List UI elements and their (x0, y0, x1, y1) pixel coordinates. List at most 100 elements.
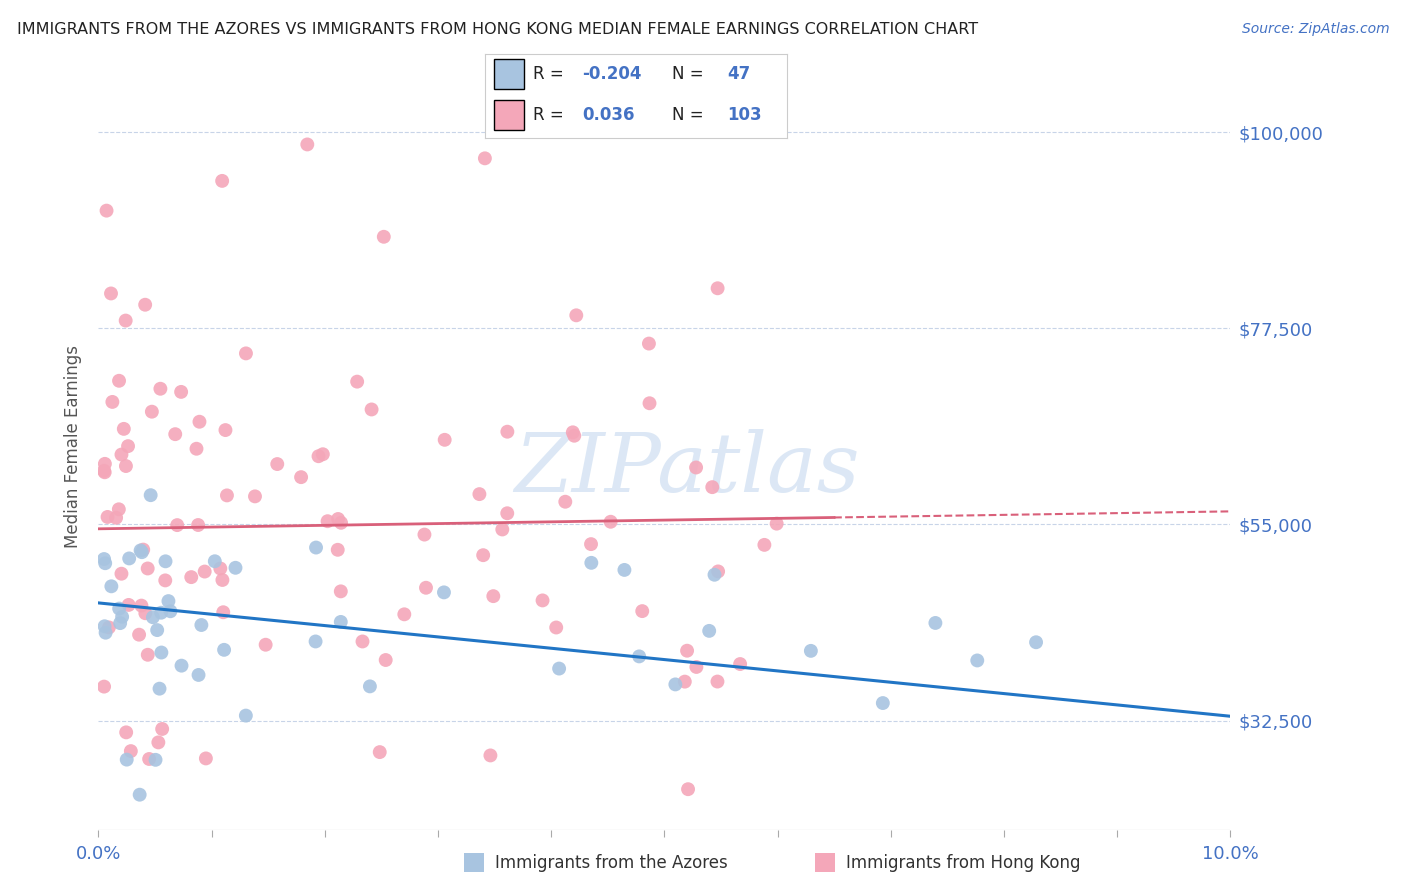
Point (703, 567, 725, 582)
Point (581, 556, 603, 570)
Point (330, 516, 353, 530)
Text: -0.204: -0.204 (582, 65, 641, 83)
Point (326, 542, 349, 557)
Point (150, 722, 173, 736)
Text: R =: R = (533, 105, 575, 123)
Text: 47: 47 (727, 65, 751, 83)
Point (211, 174, 233, 188)
Point (108, 374, 131, 388)
Text: Source: ZipAtlas.com: Source: ZipAtlas.com (1241, 22, 1389, 37)
Point (433, 433, 456, 447)
Text: Immigrants from Hong Kong: Immigrants from Hong Kong (846, 854, 1081, 871)
Text: N =: N = (672, 65, 710, 83)
Point (254, 638, 277, 652)
Text: N =: N = (672, 105, 710, 123)
Point (352, 634, 374, 648)
Point (139, 488, 162, 502)
Point (188, 415, 211, 429)
Point (765, 516, 787, 531)
Point (155, 554, 177, 568)
Text: 103: 103 (727, 105, 762, 123)
Point (97, 620, 120, 634)
Point (94, 625, 117, 640)
Point (966, 653, 988, 667)
Point (531, 593, 554, 607)
Point (108, 601, 131, 615)
Point (472, 548, 495, 562)
Point (93, 680, 115, 694)
Point (697, 624, 720, 638)
Point (685, 660, 707, 674)
Point (108, 616, 131, 631)
Point (149, 382, 172, 396)
Point (479, 748, 502, 763)
Point (599, 515, 621, 529)
Point (565, 309, 588, 323)
FancyBboxPatch shape (494, 60, 524, 89)
Point (194, 751, 217, 765)
Point (105, 510, 128, 524)
Point (433, 585, 456, 599)
Point (148, 735, 170, 749)
Point (676, 643, 699, 657)
Point (209, 561, 232, 575)
Point (482, 589, 505, 603)
Text: IMMIGRANTS FROM THE AZORES VS IMMIGRANTS FROM HONG KONG MEDIAN FEMALE EARNINGS C: IMMIGRANTS FROM THE AZORES VS IMMIGRANTS… (17, 22, 979, 37)
Point (664, 677, 686, 691)
Point (93, 464, 115, 478)
Point (368, 745, 391, 759)
Point (128, 788, 150, 802)
Text: ZIPatlas: ZIPatlas (515, 429, 859, 509)
Point (134, 606, 156, 620)
Point (800, 644, 823, 658)
Point (214, 423, 236, 437)
Point (129, 543, 152, 558)
Text: R =: R = (533, 65, 569, 83)
Point (157, 594, 180, 608)
Point (474, 152, 496, 166)
Point (706, 281, 728, 295)
Point (110, 566, 132, 581)
Point (96, 203, 118, 218)
Point (308, 449, 330, 463)
Point (170, 384, 193, 399)
Point (111, 609, 134, 624)
Point (266, 457, 288, 471)
Point (326, 512, 349, 526)
Point (94, 556, 117, 570)
Point (118, 598, 141, 612)
Point (413, 527, 436, 541)
Point (110, 448, 132, 462)
Point (155, 574, 177, 588)
Point (100, 579, 122, 593)
Point (316, 514, 339, 528)
Point (329, 584, 352, 599)
Point (211, 573, 233, 587)
Point (146, 623, 169, 637)
Point (676, 782, 699, 797)
Point (187, 518, 209, 533)
Point (194, 565, 217, 579)
Point (136, 561, 159, 575)
Point (138, 752, 160, 766)
Point (496, 425, 519, 439)
Point (329, 615, 352, 629)
Point (415, 581, 437, 595)
Point (1025, 635, 1047, 649)
Point (394, 607, 416, 622)
Point (142, 610, 165, 624)
Point (359, 679, 381, 693)
Point (702, 480, 724, 494)
Point (118, 551, 141, 566)
Point (93, 552, 115, 566)
Point (546, 620, 568, 634)
Point (212, 605, 235, 619)
Point (145, 753, 167, 767)
Point (638, 396, 661, 410)
Point (141, 405, 163, 419)
Point (117, 439, 139, 453)
Point (96, 510, 118, 524)
Point (108, 502, 131, 516)
Point (374, 653, 396, 667)
Point (491, 523, 513, 537)
